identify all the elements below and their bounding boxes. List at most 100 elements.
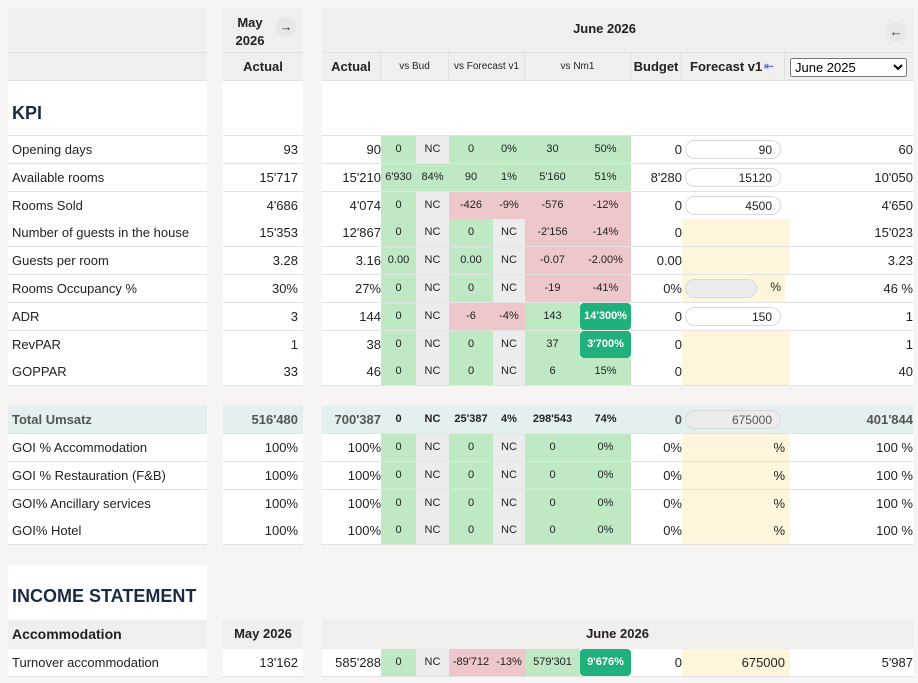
forecast-cell[interactable]: % [682, 517, 790, 545]
forecast-cell: 150 [682, 303, 785, 330]
june-actual-value: 700'387 [334, 412, 381, 428]
nm1-value: 5'987 [881, 655, 913, 671]
variance-nm-p: 0% [580, 434, 631, 461]
forecast-cell[interactable]: 675000 [682, 649, 790, 677]
june-actual-value: 15'210 [342, 169, 381, 185]
file-import-icon[interactable]: ⇤ [764, 59, 775, 73]
col-budget: Budget [631, 53, 682, 81]
forecast-input[interactable]: 90 [685, 140, 781, 159]
table-row: 4'074 0 NC -426 -9% -576 -12% 0 4500 4'650 [322, 191, 913, 220]
variance-fc-p: 4% [501, 413, 517, 426]
forecast-input[interactable]: 675000 [685, 410, 781, 430]
budget-value: 0.00 [656, 253, 682, 269]
variance-fc-p: NC [493, 461, 525, 489]
compare-period-select[interactable]: June 2025 [790, 58, 907, 77]
variance-bud-d: 0 [381, 302, 416, 330]
table-row: 3.28 [223, 247, 303, 276]
variance-fc-p: NC [493, 219, 525, 247]
forecast-cell: % [682, 275, 785, 302]
variance-fc-d: 0 [449, 434, 493, 461]
row-label: Total Umsatz [12, 412, 92, 428]
variance-bud-p: NC [416, 275, 449, 302]
variance-fc-p: NC [493, 275, 525, 302]
variance-fc-d: 0 [449, 517, 493, 545]
june-actual-value: 3.16 [355, 253, 381, 269]
table-row: Opening days [8, 136, 207, 164]
arrow-right-icon[interactable]: → [276, 17, 296, 37]
forecast-input[interactable]: 150 [685, 306, 781, 326]
table-row: GOI% Ancillary services [8, 489, 207, 518]
spacer-row [8, 386, 207, 407]
variance-nm-d: -0.07 [525, 247, 580, 275]
budget-value: 0 [674, 197, 682, 213]
forecast-cell[interactable]: % [682, 489, 790, 517]
nm1-value: 4'650 [881, 197, 913, 213]
forecast-input[interactable]: 15120 [685, 167, 781, 187]
forecast-cell[interactable] [682, 358, 790, 386]
forecast-unit: % [770, 280, 781, 294]
budget-value: 0% [663, 495, 682, 511]
accommodation-section-row: Accommodation [8, 620, 207, 651]
table-row: 3.16 0.00 NC 0.00 NC -0.07 -2.00% 0.00 3.23 [322, 247, 913, 276]
may-actual-value: 13'162 [259, 655, 298, 671]
table-row: 100% 0 NC 0 NC 0 0% 0%% 100 % [322, 517, 913, 546]
variance-nm-d: 0 [525, 434, 580, 461]
row-label: Opening days [12, 142, 93, 157]
may-kpi-blank [223, 81, 303, 136]
forecast-cell[interactable]: % [682, 461, 790, 489]
may-actual-header: Actual [223, 53, 303, 81]
row-label: Rooms Sold [12, 197, 83, 213]
forecast-input[interactable]: 4500 [685, 195, 781, 215]
table-row: 100% [223, 489, 303, 518]
nm1-value: 60 [898, 142, 913, 157]
row-label: GOPPAR [12, 364, 67, 380]
variance-bud-p: NC [416, 302, 449, 330]
forecast-cell[interactable] [682, 247, 790, 275]
col-vs-forecast: vs Forecast v1 [449, 53, 525, 81]
variance-fc-d: 0 [449, 330, 493, 358]
variance-nm-d: 37 [525, 330, 580, 358]
june-actual-value: 12'867 [342, 225, 381, 241]
variance-nm-p: -14% [580, 219, 631, 247]
col-forecast: Forecast v1 ⇤ [682, 53, 785, 81]
budget-value: 0 [674, 364, 682, 380]
row-label: RevPAR [12, 336, 61, 352]
table-row: 90 0 NC 0 0% 30 50% 0 90 60 [322, 136, 913, 164]
variance-nm-d: 0 [525, 489, 580, 517]
spacer-row [322, 386, 913, 407]
variance-nm-p: 3'700% [580, 330, 631, 358]
table-row: RevPAR [8, 330, 207, 359]
variance-bud-d: 0 [381, 330, 416, 358]
variance-fc-p: -9% [493, 191, 525, 219]
forecast-cell[interactable] [682, 330, 790, 358]
budget-value: 0% [663, 467, 682, 483]
variance-bud-p: NC [416, 461, 449, 489]
label-header-blank [8, 8, 207, 53]
forecast-cell[interactable]: % [682, 434, 790, 461]
table-row: 4'686 [223, 191, 303, 220]
arrow-left-icon[interactable]: ← [886, 22, 906, 42]
table-row: 27% 0 NC 0 NC -19 -41% 0%% 46 % [322, 275, 913, 303]
june-actual-value: 4'074 [349, 197, 381, 213]
table-row: 100% 0 NC 0 NC 0 0% 0%% 100 % [322, 461, 913, 490]
variance-nm-d: -576 [525, 191, 580, 219]
june-actual-value: 585'288 [335, 655, 381, 671]
variance-nm-p: 9'676% [580, 649, 631, 677]
variance-nm-d: -2'156 [525, 219, 580, 247]
variance-nm-d: 143 [525, 302, 580, 330]
forecast-input[interactable] [685, 279, 757, 298]
income-may-header: May 2026 [223, 620, 303, 651]
may-actual-value: 15'353 [259, 225, 298, 241]
variance-fc-p: NC [493, 358, 525, 386]
income-statement-header: INCOME STATEMENT [8, 565, 207, 622]
budget-value: 0 [674, 336, 682, 352]
forecast-cell[interactable] [682, 219, 790, 247]
table-row: 100% [223, 434, 303, 462]
variance-nm-d: -19 [525, 275, 580, 302]
june-actual-value: 27% [354, 281, 381, 296]
compare-select-cell: June 2025 [785, 53, 913, 81]
may-actual-value: 93 [283, 142, 298, 157]
variance-fc-p: NC [493, 489, 525, 517]
row-label: Guests per room [12, 253, 109, 269]
row-label: Turnover accommodation [12, 655, 159, 671]
